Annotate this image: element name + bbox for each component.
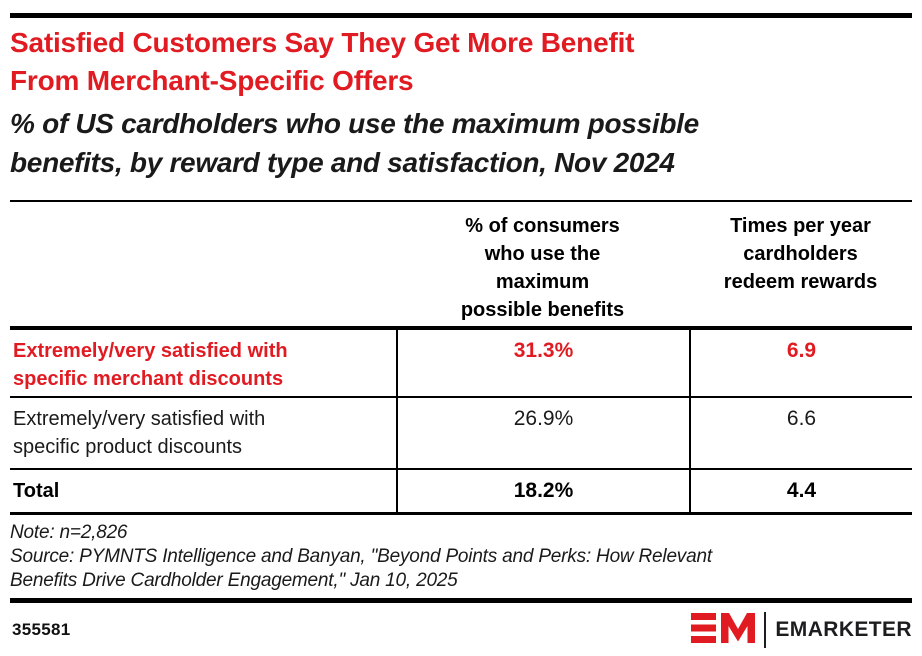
emarketer-logo: EMARKETER (691, 612, 912, 648)
row-label: Extremely/very satisfied with specific m… (10, 330, 396, 396)
chart-title: Satisfied Customers Say They Get More Be… (10, 24, 912, 100)
times-value: 6.9 (689, 330, 912, 396)
header-col-benefits-line: % of consumers (465, 215, 620, 237)
table-header: % of consumers who use the maximum possi… (10, 202, 912, 326)
chart-title-line-2: From Merchant-Specific Offers (10, 65, 414, 96)
source-text-line-1: Source: PYMNTS Intelligence and Banyan, … (10, 546, 712, 567)
header-col-benefits: % of consumers who use the maximum possi… (396, 212, 689, 326)
row-label-line: specific product discounts (13, 436, 243, 458)
source-text-line-2: Benefits Drive Cardholder Engagement," J… (10, 570, 458, 591)
pct-value: 31.3% (396, 330, 689, 396)
bottom-divider-bar (10, 598, 912, 603)
row-label-line: Extremely/very satisfied with (13, 340, 288, 362)
chart-subtitle: % of US cardholders who use the maximum … (10, 104, 912, 182)
row-label-line: Extremely/very satisfied with (13, 408, 266, 430)
em-monogram-icon (691, 612, 756, 648)
table-body: Extremely/very satisfied with specific m… (10, 326, 912, 515)
chart-id: 355581 (12, 620, 71, 639)
header-col-benefits-line: who use the (484, 243, 601, 265)
header-col-times-line: cardholders (743, 243, 858, 265)
chart-footer: 355581 EMARKETER (10, 603, 912, 648)
top-divider-bar (10, 13, 912, 18)
logo-divider (764, 612, 767, 648)
header-col-label (10, 212, 396, 326)
header-col-benefits-line: maximum (495, 271, 590, 293)
chart-title-line-1: Satisfied Customers Say They Get More Be… (10, 27, 635, 58)
header-col-times-line: redeem rewards (723, 271, 878, 293)
table-row-product-discounts: Extremely/very satisfied with specific p… (10, 398, 912, 470)
times-value: 4.4 (689, 470, 912, 512)
pct-value: 26.9% (396, 398, 689, 468)
row-label-line: specific merchant discounts (13, 368, 284, 390)
table-row-total: Total 18.2% 4.4 (10, 470, 912, 512)
brand-wordmark: EMARKETER (775, 618, 912, 641)
pct-value: 18.2% (396, 470, 689, 512)
header-col-times: Times per year cardholders redeem reward… (689, 212, 912, 326)
chart-subtitle-line-1: % of US cardholders who use the maximum … (10, 108, 699, 139)
chart-subtitle-line-2: benefits, by reward type and satisfactio… (10, 147, 675, 178)
row-label: Extremely/very satisfied with specific p… (10, 398, 396, 468)
note-text: Note: n=2,826 (10, 522, 128, 543)
header-col-benefits-line: possible benefits (460, 299, 625, 321)
header-col-times-line: Times per year (730, 215, 871, 237)
row-label-line: Total (13, 480, 60, 502)
chart-notes: Note: n=2,826 Source: PYMNTS Intelligenc… (10, 521, 912, 593)
times-value: 6.6 (689, 398, 912, 468)
row-label: Total (10, 470, 396, 512)
table-row-merchant-discounts: Extremely/very satisfied with specific m… (10, 330, 912, 398)
table-top-rule (10, 200, 912, 202)
